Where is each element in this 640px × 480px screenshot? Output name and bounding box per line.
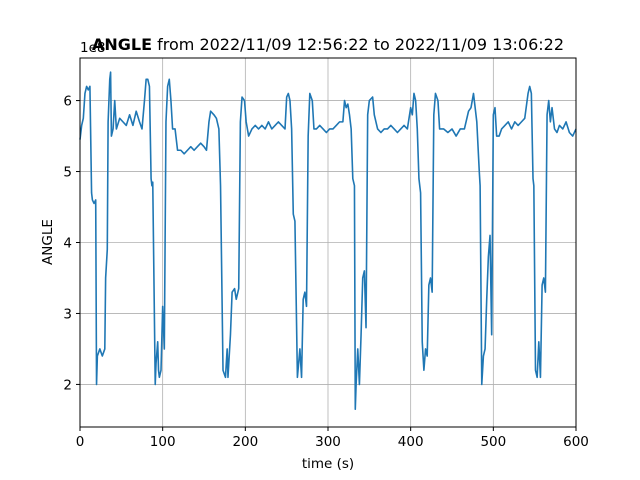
y-axis-label: ANGLE — [40, 219, 56, 265]
chart-title-bold: ANGLE — [92, 35, 152, 54]
x-tick-label: 200 — [232, 434, 258, 450]
y-tick-label: 5 — [63, 165, 72, 181]
x-tick-label: 600 — [563, 434, 589, 450]
y-tick-label: 4 — [63, 236, 72, 252]
chart-title: ANGLE from 2022/11/09 12:56:22 to 2022/1… — [92, 35, 564, 54]
y-ticks: 2 3 4 5 6 — [63, 94, 80, 393]
y-offset-label: 1e8 — [80, 40, 105, 56]
x-tick-label: 500 — [480, 434, 506, 450]
y-tick-label: 3 — [63, 306, 72, 322]
x-tick-label: 400 — [398, 434, 424, 450]
x-tick-label: 0 — [76, 434, 85, 450]
x-ticks: 0 100 200 300 400 500 600 — [76, 427, 589, 450]
y-tick-label: 6 — [63, 94, 72, 110]
y-tick-label: 2 — [63, 377, 72, 393]
x-tick-label: 300 — [315, 434, 341, 450]
x-tick-label: 100 — [150, 434, 176, 450]
series-layer — [79, 71, 577, 411]
chart-title-rest: from 2022/11/09 12:56:22 to 2022/11/09 1… — [152, 35, 564, 54]
series-line — [79, 71, 577, 411]
x-axis-label: time (s) — [302, 456, 354, 472]
